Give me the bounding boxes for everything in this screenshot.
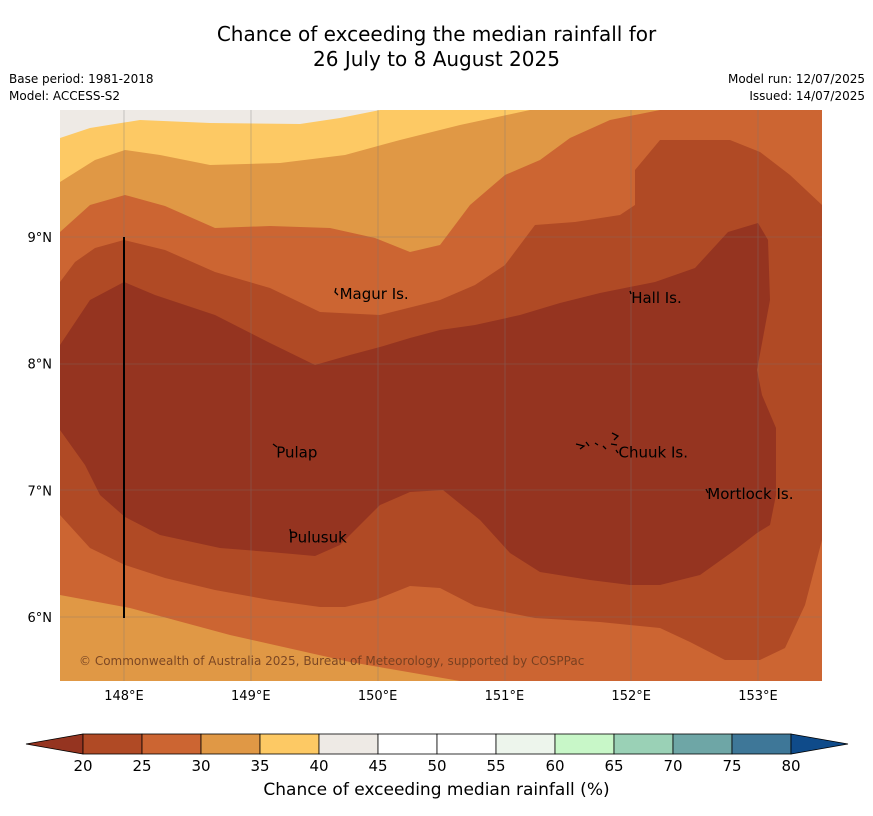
lon-tick-label: 152°E xyxy=(611,689,651,704)
colorbar-tick-label: 20 xyxy=(73,757,92,775)
title-line-1: Chance of exceeding the median rainfall … xyxy=(216,22,657,46)
graticule xyxy=(60,110,822,681)
lon-tick-label: 150°E xyxy=(358,689,398,704)
lat-tick-label: 7°N xyxy=(28,484,53,499)
colorbar-label: Chance of exceeding median rainfall (%) xyxy=(263,780,610,800)
latitude-labels: 9°N 8°N 7°N 6°N xyxy=(28,231,53,626)
colorbar-segment xyxy=(200,733,261,755)
colorbar-segment xyxy=(259,733,320,755)
colorbar-tick-label: 40 xyxy=(309,757,328,775)
colorbar-segment xyxy=(318,733,379,755)
colorbar-segment xyxy=(141,733,202,755)
colorbar-tick-label: 45 xyxy=(368,757,387,775)
hall-island-shape xyxy=(629,290,632,295)
colorbar-segment xyxy=(613,733,674,755)
colorbar-tick-label: 50 xyxy=(427,757,446,775)
colorbar-segment xyxy=(495,733,556,755)
colorbar-tick-label: 35 xyxy=(250,757,269,775)
colorbar-tick-label: 30 xyxy=(191,757,210,775)
map-title: Chance of exceeding the median rainfall … xyxy=(0,22,873,72)
place-labels: Magur Is. Hall Is. Pulap Chuuk Is. Mortlock … xyxy=(276,285,793,546)
colorbar-segment xyxy=(82,733,143,755)
lon-tick-label: 149°E xyxy=(231,689,271,704)
lon-tick-label: 148°E xyxy=(104,689,144,704)
lon-tick-label: 151°E xyxy=(485,689,525,704)
colorbar-segment xyxy=(554,733,615,755)
mortlock-island-shape xyxy=(705,488,709,494)
lat-tick-label: 9°N xyxy=(28,231,53,246)
place-label-chuuk-is: Chuuk Is. xyxy=(619,443,688,461)
contour-fill-layer xyxy=(60,110,822,681)
metadata-left: Base period: 1981-2018 Model: ACCESS-S2 xyxy=(9,71,154,105)
colorbar-tick-label: 55 xyxy=(486,757,505,775)
colorbar-segment xyxy=(731,733,792,755)
title-line-2: 26 July to 8 August 2025 xyxy=(313,47,560,71)
place-label-hall-is: Hall Is. xyxy=(631,289,682,307)
island-outlines xyxy=(272,287,709,535)
issued-date: Issued: 14/07/2025 xyxy=(749,89,865,103)
colorbar-over-arrow xyxy=(790,733,849,755)
colorbar-tick-label: 75 xyxy=(722,757,741,775)
longitude-labels: 148°E 149°E 150°E 151°E 152°E 153°E xyxy=(104,689,778,704)
lat-tick-label: 6°N xyxy=(28,611,53,626)
colorbar-tick-label: 65 xyxy=(604,757,623,775)
colorbar-tick-label: 25 xyxy=(132,757,151,775)
place-label-pulusuk: Pulusuk xyxy=(289,528,347,546)
model-name: Model: ACCESS-S2 xyxy=(9,89,121,103)
colorbar-under-arrow xyxy=(25,733,84,755)
colorbar: 20 25 30 35 40 45 50 55 60 65 70 75 80 xyxy=(25,733,849,775)
copyright-notice: © Commonwealth of Australia 2025, Bureau… xyxy=(79,654,584,668)
place-label-mortlock-is: Mortlock Is. xyxy=(707,485,793,503)
pulusuk-island-shape xyxy=(289,528,292,535)
colorbar-tick-label: 70 xyxy=(663,757,682,775)
chuuk-island-shapes xyxy=(575,432,620,454)
place-label-magur-is: Magur Is. xyxy=(340,285,409,303)
magur-island-shape xyxy=(334,287,339,296)
place-label-pulap: Pulap xyxy=(276,443,317,461)
colorbar-tick-label: 80 xyxy=(781,757,800,775)
colorbar-segment xyxy=(436,733,497,755)
metadata-right: Model run: 12/07/2025 Issued: 14/07/2025 xyxy=(728,71,865,105)
pulap-island-shape xyxy=(272,443,278,448)
colorbar-segment xyxy=(377,733,438,755)
lat-tick-label: 8°N xyxy=(28,358,53,373)
base-period: Base period: 1981-2018 xyxy=(9,72,154,86)
contour-band-below-20 xyxy=(60,223,776,585)
lon-tick-label: 153°E xyxy=(738,689,778,704)
colorbar-tick-label: 60 xyxy=(545,757,564,775)
model-run: Model run: 12/07/2025 xyxy=(727,72,865,86)
colorbar-segment xyxy=(672,733,733,755)
